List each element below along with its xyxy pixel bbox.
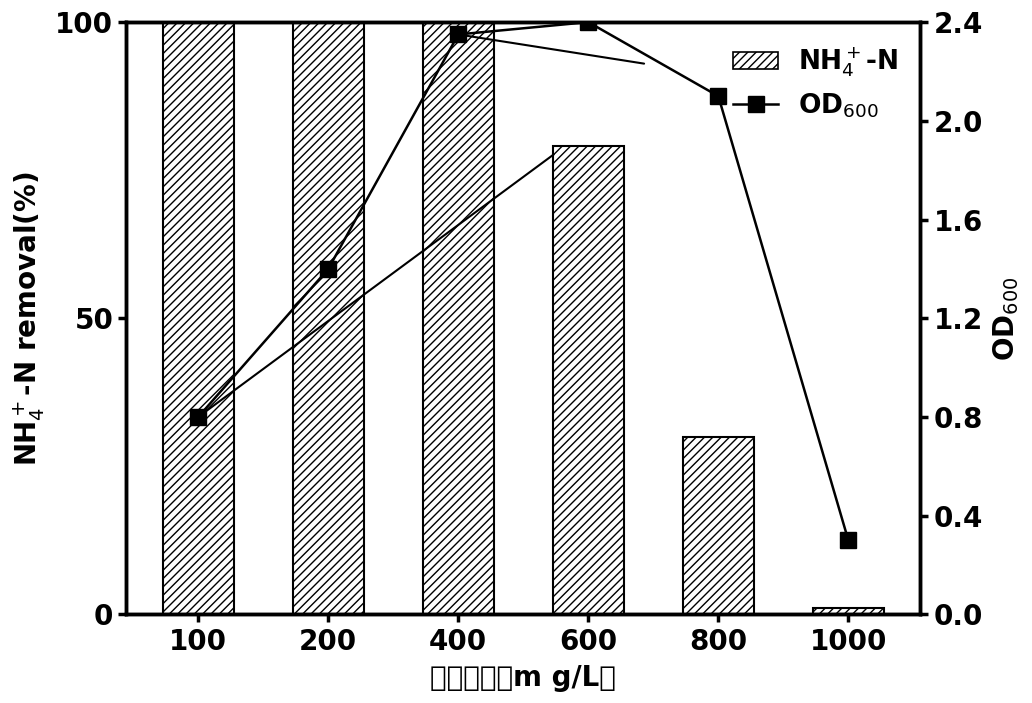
Y-axis label: OD$_{600}$: OD$_{600}$	[991, 276, 1021, 361]
Legend: NH$_4^+$-N, OD$_{600}$: NH$_4^+$-N, OD$_{600}$	[723, 34, 908, 129]
Bar	[552, 146, 624, 614]
X-axis label: 氨氮浓度（m g/L）: 氨氮浓度（m g/L）	[430, 664, 616, 692]
Y-axis label: NH$_4^+$-N removal(%): NH$_4^+$-N removal(%)	[11, 171, 46, 465]
Bar	[682, 437, 754, 614]
Bar	[812, 608, 884, 614]
Bar	[422, 22, 494, 614]
Bar	[162, 22, 234, 614]
Bar	[292, 22, 364, 614]
